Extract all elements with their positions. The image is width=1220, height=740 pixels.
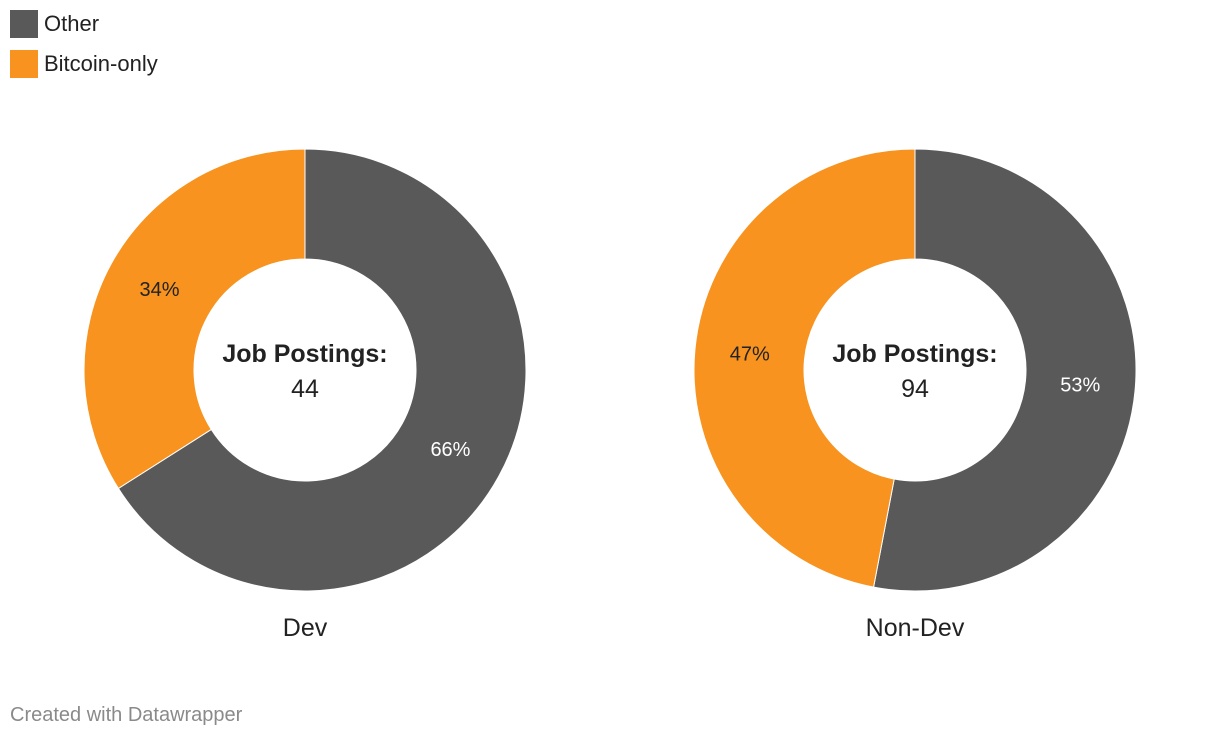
- chart-title-non-dev: Non-Dev: [866, 614, 965, 642]
- center-label: Job Postings:: [832, 340, 997, 368]
- center-total: 94: [901, 375, 929, 403]
- slice-other: [117, 148, 527, 592]
- slice-label-bitcoin-only: 34%: [140, 279, 180, 301]
- slice-label-bitcoin-only: 47%: [730, 343, 770, 365]
- legend-label-bitcoin-only: Bitcoin-only: [44, 51, 158, 76]
- slice-other: [873, 148, 1137, 592]
- chart-title-dev: Dev: [283, 614, 328, 642]
- footer-credit: Created with Datawrapper: [10, 704, 243, 726]
- legend-item-bitcoin-only: Bitcoin-only: [10, 50, 158, 78]
- legend-item-other: Other: [10, 10, 158, 38]
- legend: Other Bitcoin-only: [10, 10, 158, 90]
- donut-dev: 66% 34% Job Postings: 44 Dev: [83, 148, 527, 642]
- slice-bitcoin-only: [693, 148, 916, 588]
- donut-non-dev: 53% 47% Job Postings: 94 Non-Dev: [693, 148, 1137, 642]
- slice-label-other: 53%: [1060, 375, 1100, 397]
- center-label: Job Postings:: [222, 340, 387, 368]
- legend-label-other: Other: [44, 11, 100, 36]
- center-total: 44: [291, 375, 319, 403]
- slice-bitcoin-only: [83, 148, 306, 490]
- slice-label-other: 66%: [430, 439, 470, 461]
- legend-swatch-bitcoin-only: [10, 50, 38, 78]
- legend-swatch-other: [10, 10, 38, 38]
